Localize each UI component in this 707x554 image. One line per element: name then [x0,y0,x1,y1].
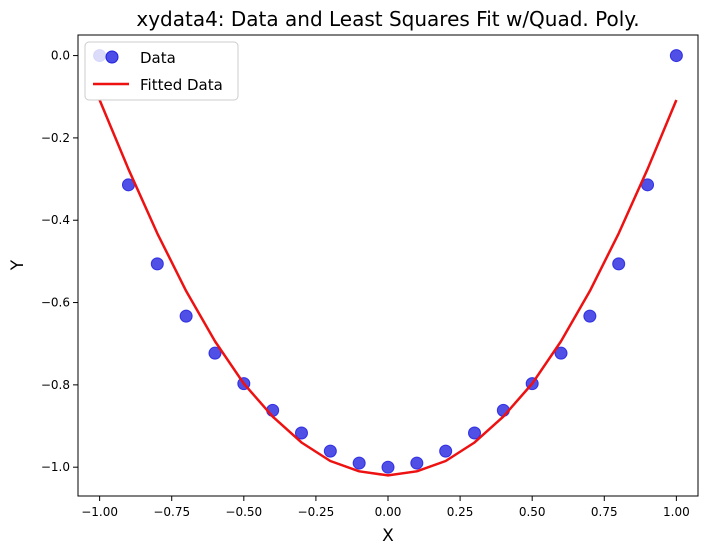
data-point [439,444,453,458]
data-point [554,346,568,360]
data-point [381,460,395,474]
x-axis-ticks: −1.00 −0.75 −0.50 −0.25 0.00 0.25 0.50 0.75 1.00 [81,496,690,519]
x-tick-label: 1.00 [663,505,690,519]
x-tick-label: −0.25 [298,505,335,519]
data-point [410,456,424,470]
legend: Data Fitted Data [84,41,239,101]
x-tick-label: −0.75 [153,505,190,519]
data-point [208,346,222,360]
chart-title: xydata4: Data and Least Squares Fit w/Qu… [136,7,639,31]
y-tick-label: −1.0 [41,460,70,474]
data-point [150,257,164,271]
legend-data-marker [105,50,119,64]
y-tick-label: −0.4 [41,213,70,227]
data-point [612,257,626,271]
x-tick-label: 0.50 [519,505,546,519]
y-axis-label: Y [8,259,28,271]
data-point [669,49,683,63]
legend-fit-label: Fitted Data [140,76,223,94]
plot-area [93,49,683,477]
data-point [323,444,337,458]
y-tick-label: 0.0 [51,49,70,63]
x-axis-label: X [382,526,394,546]
y-tick-label: −0.2 [41,131,70,145]
y-tick-label: −0.8 [41,378,70,392]
x-tick-label: 0.25 [447,505,474,519]
data-point [468,426,482,440]
legend-box [84,41,239,101]
fitted-line [98,99,678,477]
x-tick-label: 0.00 [375,505,402,519]
y-tick-label: −0.6 [41,296,70,310]
x-tick-label: −1.00 [81,505,118,519]
data-point [352,456,366,470]
data-point [583,309,597,323]
legend-data-label: Data [140,49,176,67]
x-tick-label: 0.75 [591,505,618,519]
y-axis-ticks: 0.0 −0.2 −0.4 −0.6 −0.8 −1.0 [41,49,78,474]
x-tick-label: −0.50 [225,505,262,519]
data-point [179,309,193,323]
data-point [294,426,308,440]
